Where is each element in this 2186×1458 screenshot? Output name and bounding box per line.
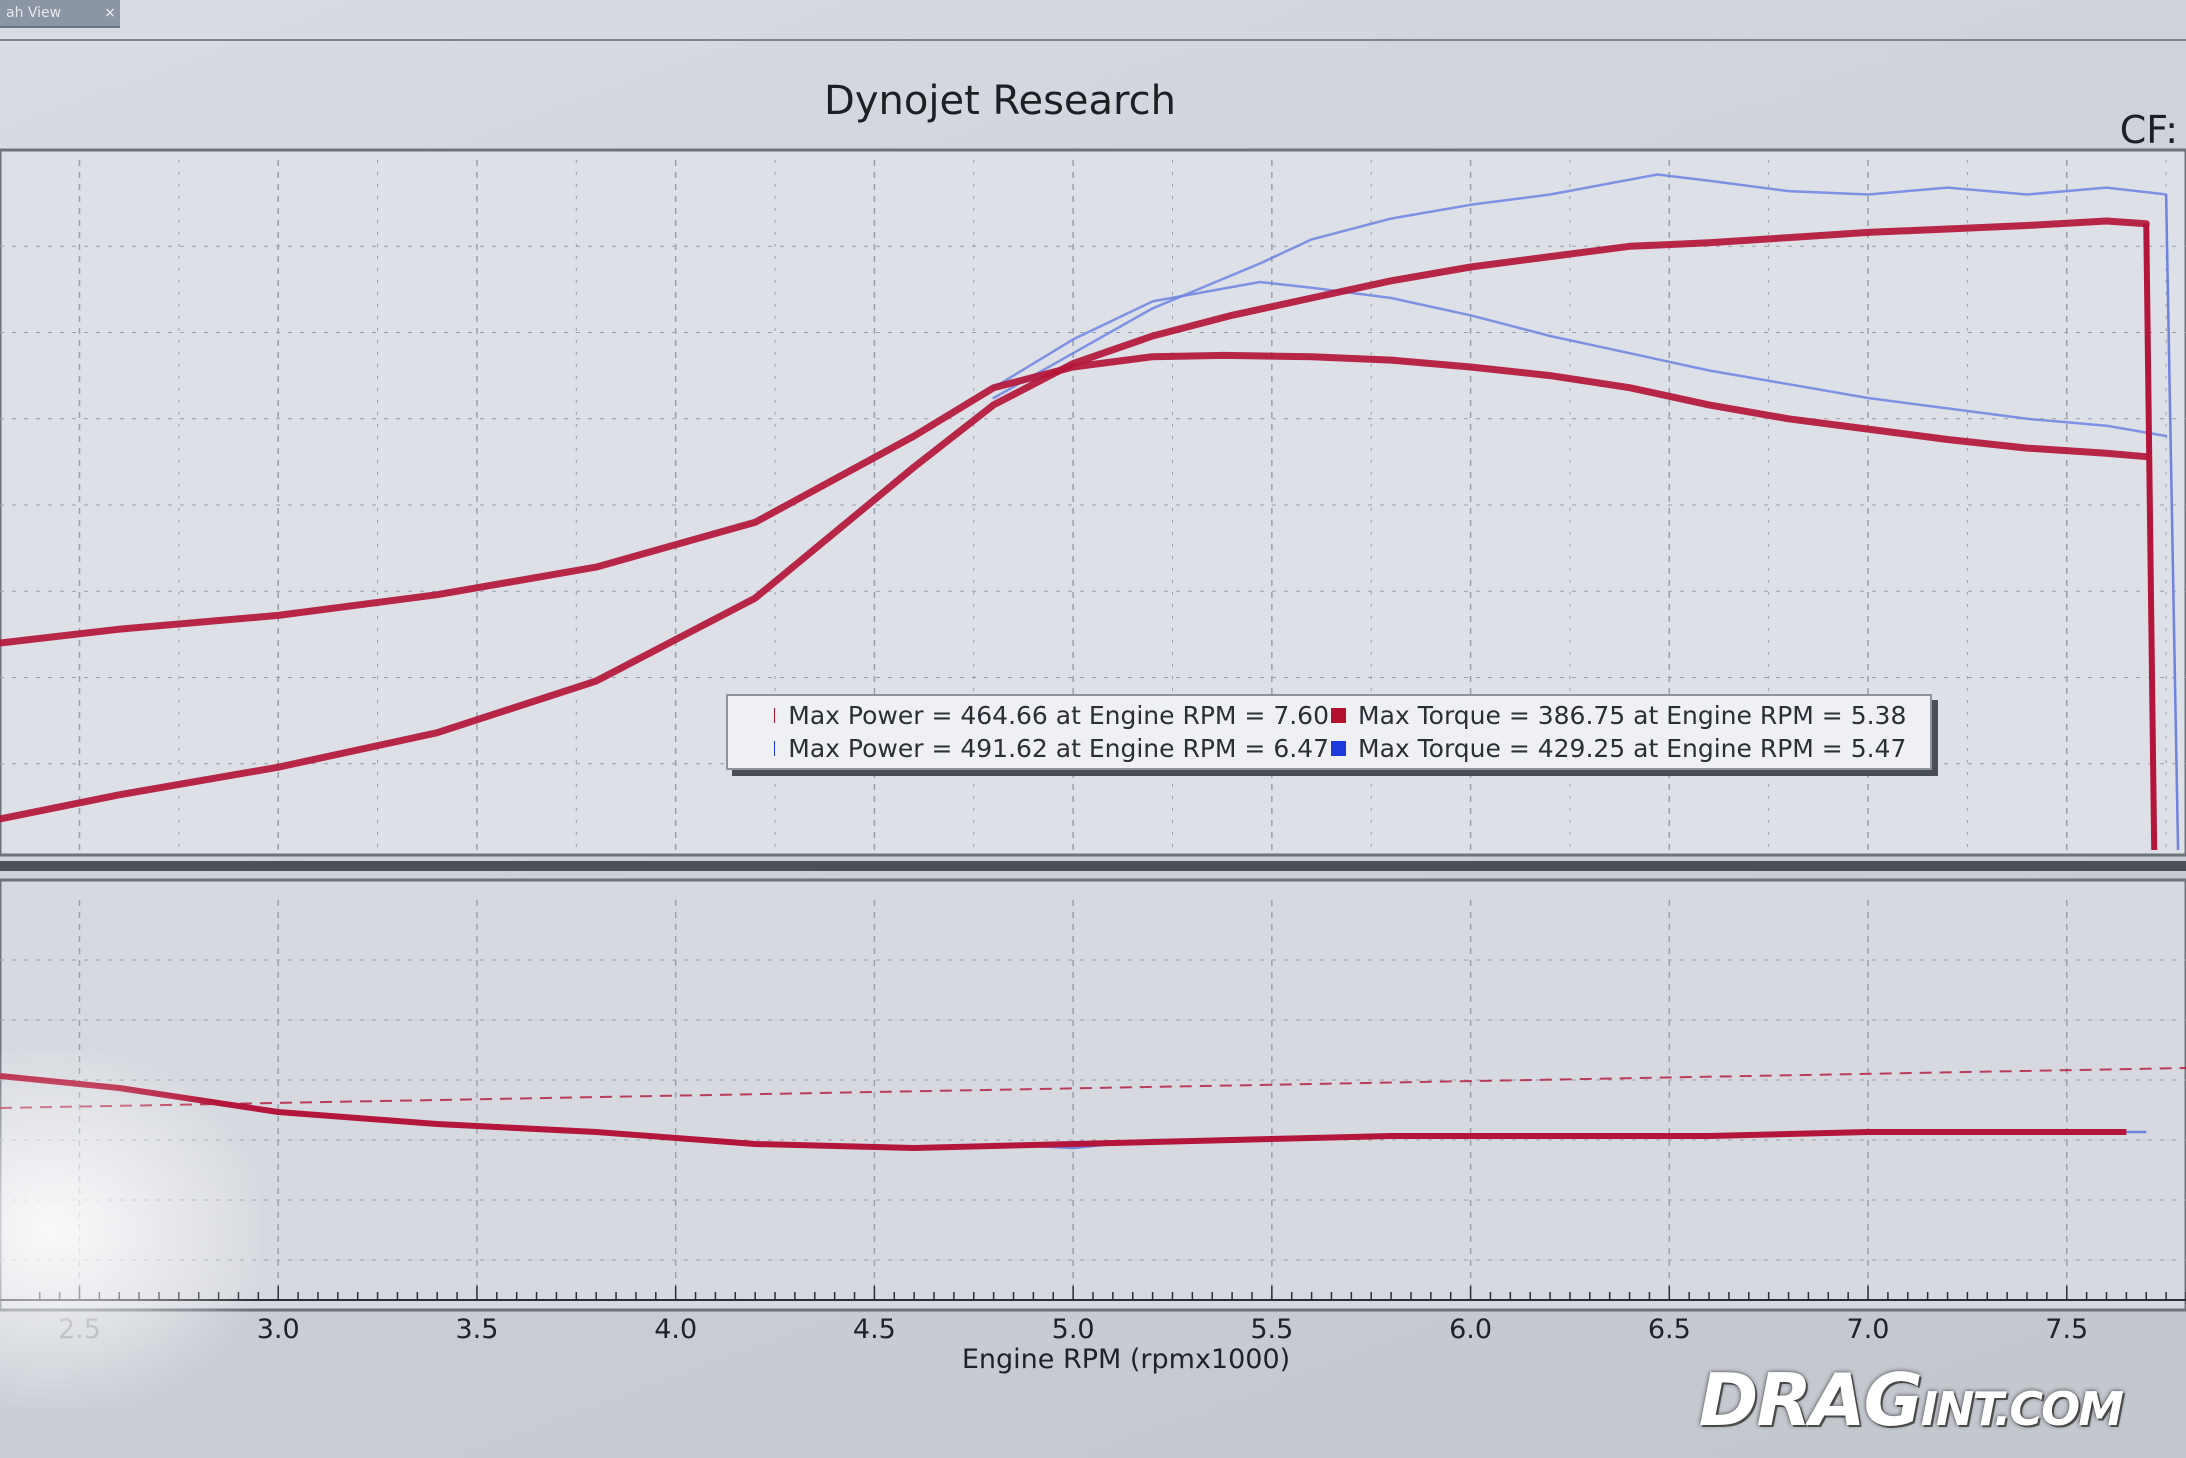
legend-swatch-run1-torque <box>1331 708 1346 723</box>
tab-close-icon[interactable]: × <box>104 5 116 21</box>
series-run1-torque <box>0 351 2150 647</box>
x-tick-label: 3.0 <box>257 1314 300 1345</box>
x-tick-label: 6.5 <box>1648 1314 1691 1345</box>
dragint-logo: DRAGINT.COM <box>1698 1358 2124 1442</box>
legend-swatch-run2-torque <box>1331 741 1346 756</box>
series-run2-power <box>992 173 2168 400</box>
cf-label: CF: <box>2119 108 2178 152</box>
x-tick-label: 7.5 <box>2045 1314 2088 1345</box>
lower-series-run1 <box>0 1073 2127 1151</box>
x-tick-label: 2.5 <box>58 1314 101 1345</box>
legend-row-run2: Max Power = 491.62 at Engine RPM = 6.47 … <box>734 732 1924 765</box>
series-run1-dropoff <box>2143 223 2158 851</box>
x-tick-label: 4.5 <box>853 1314 896 1345</box>
chart-legend: Max Power = 464.66 at Engine RPM = 7.60 … <box>726 694 1932 770</box>
series-run2-dropoff <box>2164 194 2180 851</box>
view-tab[interactable]: ah View × <box>0 0 120 28</box>
legend-run1-power: Max Power = 464.66 at Engine RPM = 7.60 <box>788 701 1329 730</box>
chart-title: Dynojet Research <box>824 78 1176 124</box>
logo-text-small: INT.COM <box>1920 1382 2124 1436</box>
x-tick-label: 3.5 <box>455 1314 498 1345</box>
x-axis-title: Engine RPM (rpmx1000) <box>962 1344 1290 1375</box>
x-tick-label: 5.0 <box>1052 1314 1095 1345</box>
tab-label: ah View <box>6 5 62 21</box>
x-tick-label: 5.5 <box>1250 1314 1293 1345</box>
lower-reference-line <box>0 1067 2186 1109</box>
legend-run2-power: Max Power = 491.62 at Engine RPM = 6.47 <box>788 734 1329 763</box>
legend-row-run1: Max Power = 464.66 at Engine RPM = 7.60 … <box>734 699 1924 732</box>
x-tick-label: 7.0 <box>1847 1314 1890 1345</box>
x-tick-label: 6.0 <box>1449 1314 1492 1345</box>
legend-run2-torque: Max Torque = 429.25 at Engine RPM = 5.47 <box>1358 734 1907 763</box>
legend-run1-torque: Max Torque = 386.75 at Engine RPM = 5.38 <box>1358 701 1907 730</box>
series-run2-torque <box>992 280 2168 438</box>
lower-panel <box>0 878 2186 1312</box>
logo-text-big: DRAG <box>1698 1358 1923 1442</box>
series-layer <box>0 173 2186 1151</box>
x-tick-label: 4.0 <box>654 1314 697 1345</box>
series-run1-power <box>0 217 2150 823</box>
